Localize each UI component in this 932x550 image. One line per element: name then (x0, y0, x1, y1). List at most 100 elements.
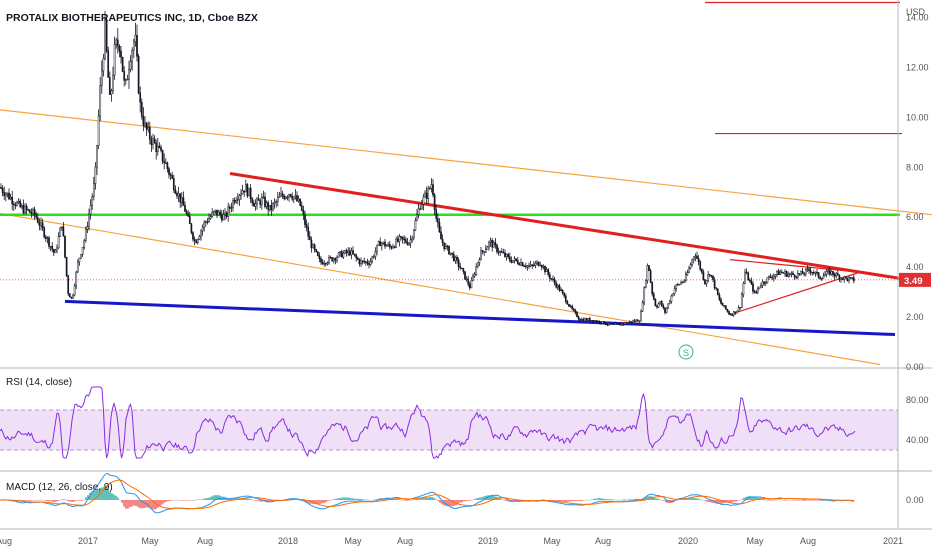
candle-body (132, 41, 135, 51)
macd-histogram-bar (409, 500, 411, 501)
macd-histogram-bar (459, 500, 461, 503)
candle-body (331, 257, 334, 262)
macd-histogram-bar (183, 500, 185, 501)
candle-body (456, 256, 458, 261)
candle-body (192, 232, 194, 240)
macd-histogram-bar (73, 500, 75, 502)
candle-body (729, 313, 732, 316)
candle-body (289, 194, 292, 197)
candle-body (540, 265, 543, 268)
macd-pane[interactable] (0, 473, 855, 514)
candle-body (531, 264, 534, 266)
candle-body (808, 268, 810, 271)
candle-body (60, 226, 63, 229)
candle-body (676, 284, 679, 286)
candle-body (804, 268, 807, 275)
macd-histogram-bar (77, 500, 79, 501)
candle-body (272, 203, 274, 210)
candle-body (174, 189, 177, 194)
macd-histogram-bar (109, 491, 111, 500)
candle-body (291, 196, 294, 200)
macd-histogram-bar (815, 500, 817, 501)
candle-body (259, 200, 262, 205)
candle-body (360, 260, 362, 265)
candle-body (256, 198, 258, 205)
macd-histogram-bar (121, 500, 123, 503)
candle-body (758, 286, 761, 290)
macd-histogram-bar (271, 500, 273, 502)
rsi-pane[interactable] (0, 386, 898, 459)
macd-histogram-bar (799, 500, 801, 501)
price-tick-label: 4.00 (906, 262, 924, 272)
macd-histogram-bar (335, 498, 337, 500)
price-pane[interactable]: S (0, 1, 932, 366)
candle-body (160, 147, 162, 151)
price-tick-label: 14.00 (906, 12, 929, 22)
candle-body (78, 257, 81, 263)
macd-histogram-bar (403, 500, 405, 501)
macd-histogram-bar (749, 495, 751, 500)
candle-body (435, 209, 438, 219)
candle-body (777, 270, 780, 276)
candle-body (262, 196, 265, 198)
macd-histogram-bar (355, 498, 357, 500)
macd-histogram-bar (327, 500, 329, 501)
candle-body (172, 178, 175, 190)
macd-histogram-bar (441, 500, 443, 505)
candle-body (260, 197, 263, 205)
macd-histogram-bar (735, 500, 737, 502)
candle-body (731, 314, 734, 316)
candle-body (708, 274, 711, 276)
candle-body (180, 197, 183, 203)
candle-body (320, 258, 322, 263)
macd-histogram-bar (105, 487, 107, 500)
candle-body (161, 149, 164, 162)
candle-body (302, 209, 305, 216)
candle-body (51, 246, 54, 250)
candle-body (276, 197, 279, 202)
candle-body (350, 250, 353, 256)
macd-histogram-bar (623, 499, 625, 500)
macd-histogram-bar (479, 497, 481, 500)
candle-body (624, 322, 626, 325)
candle-body (361, 260, 364, 262)
candle-body (54, 249, 57, 253)
candle-body (219, 211, 222, 216)
macd-histogram-bar (385, 498, 387, 500)
candle-body (800, 271, 802, 275)
candle-body (440, 231, 442, 240)
candle-body (417, 208, 420, 215)
candle-body (579, 318, 582, 321)
candle-body (819, 277, 822, 280)
candle-body (843, 276, 846, 280)
macd-histogram-bar (179, 500, 181, 501)
candle-body (395, 238, 398, 248)
macd-histogram-bar (157, 500, 159, 508)
candle-body (555, 282, 558, 288)
candle-body (128, 68, 130, 80)
macd-histogram-bar (173, 499, 175, 501)
candle-body (662, 305, 665, 309)
candle-body (30, 212, 33, 214)
candle-body (344, 250, 346, 254)
candle-body (297, 198, 300, 202)
candle-body (377, 241, 380, 246)
channel-upper (0, 109, 932, 216)
candle-body (665, 307, 668, 313)
candle-body (760, 285, 762, 288)
candle-body (104, 19, 106, 59)
candle-body (611, 323, 614, 325)
candle-body (755, 291, 758, 294)
candle-body (88, 213, 90, 227)
candle-body (299, 198, 302, 206)
candle-body (363, 260, 366, 263)
macd-histogram-bar (689, 497, 691, 500)
candle-body (275, 201, 278, 203)
candle-body (28, 209, 31, 213)
candle-body (721, 303, 724, 306)
candle-body (129, 61, 132, 70)
macd-histogram-bar (331, 499, 333, 501)
candle-body (368, 263, 370, 265)
candle-body (36, 217, 39, 223)
